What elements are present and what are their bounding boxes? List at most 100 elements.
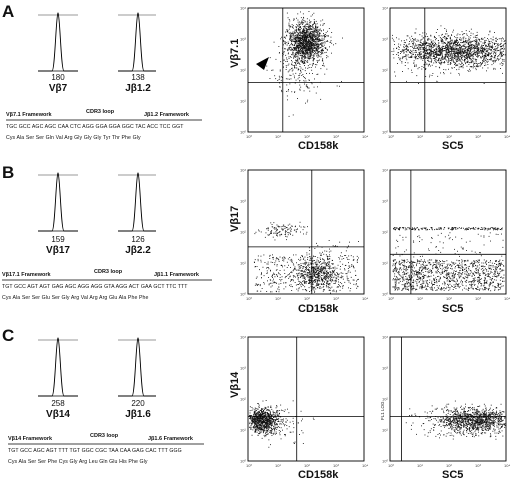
y-tick-label: 10⁰ xyxy=(240,130,246,135)
gene-label-b2: Jβ2.2 xyxy=(125,245,151,256)
x-tick-label: 10² xyxy=(446,296,452,301)
y-tick-label: 10² xyxy=(382,230,388,235)
ylabel-flow-c-left: Vβ14 xyxy=(229,371,241,398)
y-tick-label: 10⁰ xyxy=(382,292,388,297)
y-tick-label: 10⁰ xyxy=(382,130,388,135)
x-tick-label: 10¹ xyxy=(275,296,281,301)
y-tick-label: 10⁰ xyxy=(382,459,388,464)
y-tick-label: 10⁰ xyxy=(240,459,246,464)
xlabel-flow-c-left: CD158k xyxy=(298,469,339,481)
x-tick-label: 10³ xyxy=(475,463,481,468)
framework-right-c: Jβ1.6 Framework xyxy=(148,436,193,442)
x-tick-label: 10⁴ xyxy=(504,463,510,468)
cdr3-label-b: CDR3 loop xyxy=(94,269,123,275)
y-tick-label: 10² xyxy=(240,68,246,73)
x-tick-label: 10¹ xyxy=(417,134,423,139)
y-tick-label: 10⁰ xyxy=(240,292,246,297)
x-tick-label: 10³ xyxy=(475,296,481,301)
y-tick-label: 10⁴ xyxy=(382,168,388,173)
framework-left-a: Vβ7.1 Framework xyxy=(6,112,52,118)
framework-left-b: Vβ17.1 Framework xyxy=(2,272,51,278)
xlabel-flow-a-left: CD158k xyxy=(298,140,339,152)
sequence-table-b: Vβ17.1 Framework CDR3 loop Jβ1.1 Framewo… xyxy=(2,260,212,306)
x-tick-label: 10¹ xyxy=(275,463,281,468)
x-tick-label: 10² xyxy=(304,134,310,139)
framework-right-a: Jβ1.2 Framework xyxy=(144,112,189,118)
y-tick-label: 10³ xyxy=(240,366,246,371)
gene-label-a2: Jβ1.2 xyxy=(125,83,151,94)
event-dots xyxy=(253,221,359,294)
peak-histogram-a xyxy=(38,12,156,72)
y-tick-label: 10³ xyxy=(240,199,246,204)
x-tick-label: 10² xyxy=(304,296,310,301)
framework-left-c: Vβ14 Framework xyxy=(8,436,53,442)
cdr3-label-c: CDR3 loop xyxy=(90,433,119,439)
y-tick-label: 10² xyxy=(382,68,388,73)
panel-letter-a: A xyxy=(2,2,15,21)
event-dots xyxy=(266,11,343,117)
amino-acid-row-c: Cys Ala Ser Ser Phe Cys Gly Arg Leu Gln … xyxy=(8,459,148,465)
plot-frame xyxy=(247,336,365,462)
event-dots xyxy=(391,25,506,84)
event-dots xyxy=(405,400,506,440)
y-tick-label: 10⁴ xyxy=(240,6,246,11)
x-tick-label: 10⁴ xyxy=(362,134,368,139)
x-tick-label: 10⁴ xyxy=(504,134,510,139)
gene-label-a1: Vβ7 xyxy=(48,83,68,94)
gene-label-c2: Jβ1.6 xyxy=(125,409,151,420)
sequence-table-c: Vβ14 Framework CDR3 loop Jβ1.6 Framework… xyxy=(8,424,204,472)
x-tick-label: 10¹ xyxy=(417,296,423,301)
x-tick-label: 10² xyxy=(446,134,452,139)
peak-number-b1: 159 xyxy=(51,235,65,244)
xlabel-flow-b-right: SC5 xyxy=(442,303,464,315)
peak-number-c2: 220 xyxy=(131,399,145,408)
gene-label-c1: Vβ14 xyxy=(46,409,70,420)
event-dots xyxy=(392,227,505,292)
y-tick-label: 10³ xyxy=(240,37,246,42)
nucleotide-row-c: TGT GCC AGC AGT TTT TGT GGC CGC TAA CAA … xyxy=(8,448,182,454)
y-tick-label: 10⁴ xyxy=(240,168,246,173)
y-tick-label: 10³ xyxy=(382,199,388,204)
plot-frame xyxy=(389,7,507,133)
peak-number-a2: 138 xyxy=(131,73,145,82)
peak-histogram-c xyxy=(38,337,156,397)
x-tick-label: 10⁰ xyxy=(388,134,394,139)
y-tick-label: 10¹ xyxy=(382,428,388,433)
peak-number-c1: 258 xyxy=(51,399,65,408)
x-tick-label: 10⁴ xyxy=(504,296,510,301)
x-tick-label: 10¹ xyxy=(417,463,423,468)
x-tick-label: 10⁰ xyxy=(246,463,252,468)
ylabel-flow-c-right: FL1 LOG xyxy=(380,401,385,420)
panel-letter-b: B xyxy=(2,163,15,182)
y-tick-label: 10¹ xyxy=(240,261,246,266)
y-tick-label: 10⁴ xyxy=(382,335,388,340)
x-tick-label: 10¹ xyxy=(275,134,281,139)
x-tick-label: 10³ xyxy=(475,134,481,139)
y-tick-label: 10³ xyxy=(382,37,388,42)
y-tick-label: 10¹ xyxy=(240,428,246,433)
sequence-table-a: Vβ7.1 Framework CDR3 loop Jβ1.2 Framewor… xyxy=(6,100,202,146)
x-tick-label: 10³ xyxy=(333,134,339,139)
amino-acid-row-b: Cys Ala Ser Ser Glu Ser Gly Arg Val Arg … xyxy=(2,295,149,301)
nucleotide-row-b: TGT GCC AGT AGT GAG AGC AGG AGG GTA AGG … xyxy=(2,284,188,290)
y-tick-label: 10² xyxy=(382,397,388,402)
ylabel-flow-a-left: Vβ7.1 xyxy=(229,38,241,68)
x-tick-label: 10² xyxy=(304,463,310,468)
nucleotide-row-a: TGC GCC AGC AGC CAA CTC AGG GGA GGA GGC … xyxy=(6,124,184,130)
x-tick-label: 10⁰ xyxy=(246,134,252,139)
y-tick-label: 10⁴ xyxy=(382,6,388,11)
xlabel-flow-c-right: SC5 xyxy=(442,469,464,481)
y-tick-label: 10⁴ xyxy=(240,335,246,340)
y-tick-label: 10² xyxy=(240,397,246,402)
x-tick-label: 10⁰ xyxy=(388,296,394,301)
plot-frame xyxy=(247,169,365,295)
cdr3-label-a: CDR3 loop xyxy=(86,109,115,115)
y-tick-label: 10³ xyxy=(382,366,388,371)
peak-number-a1: 180 xyxy=(51,73,65,82)
